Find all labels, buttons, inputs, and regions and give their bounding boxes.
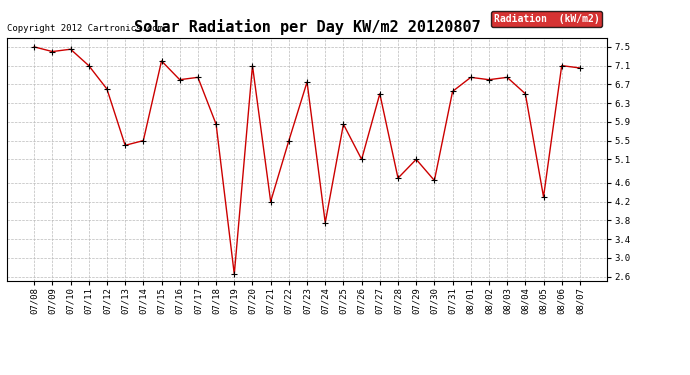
Text: Copyright 2012 Cartronics.com: Copyright 2012 Cartronics.com: [7, 24, 163, 33]
Title: Solar Radiation per Day KW/m2 20120807: Solar Radiation per Day KW/m2 20120807: [134, 19, 480, 35]
Legend: Radiation  (kW/m2): Radiation (kW/m2): [491, 10, 602, 27]
